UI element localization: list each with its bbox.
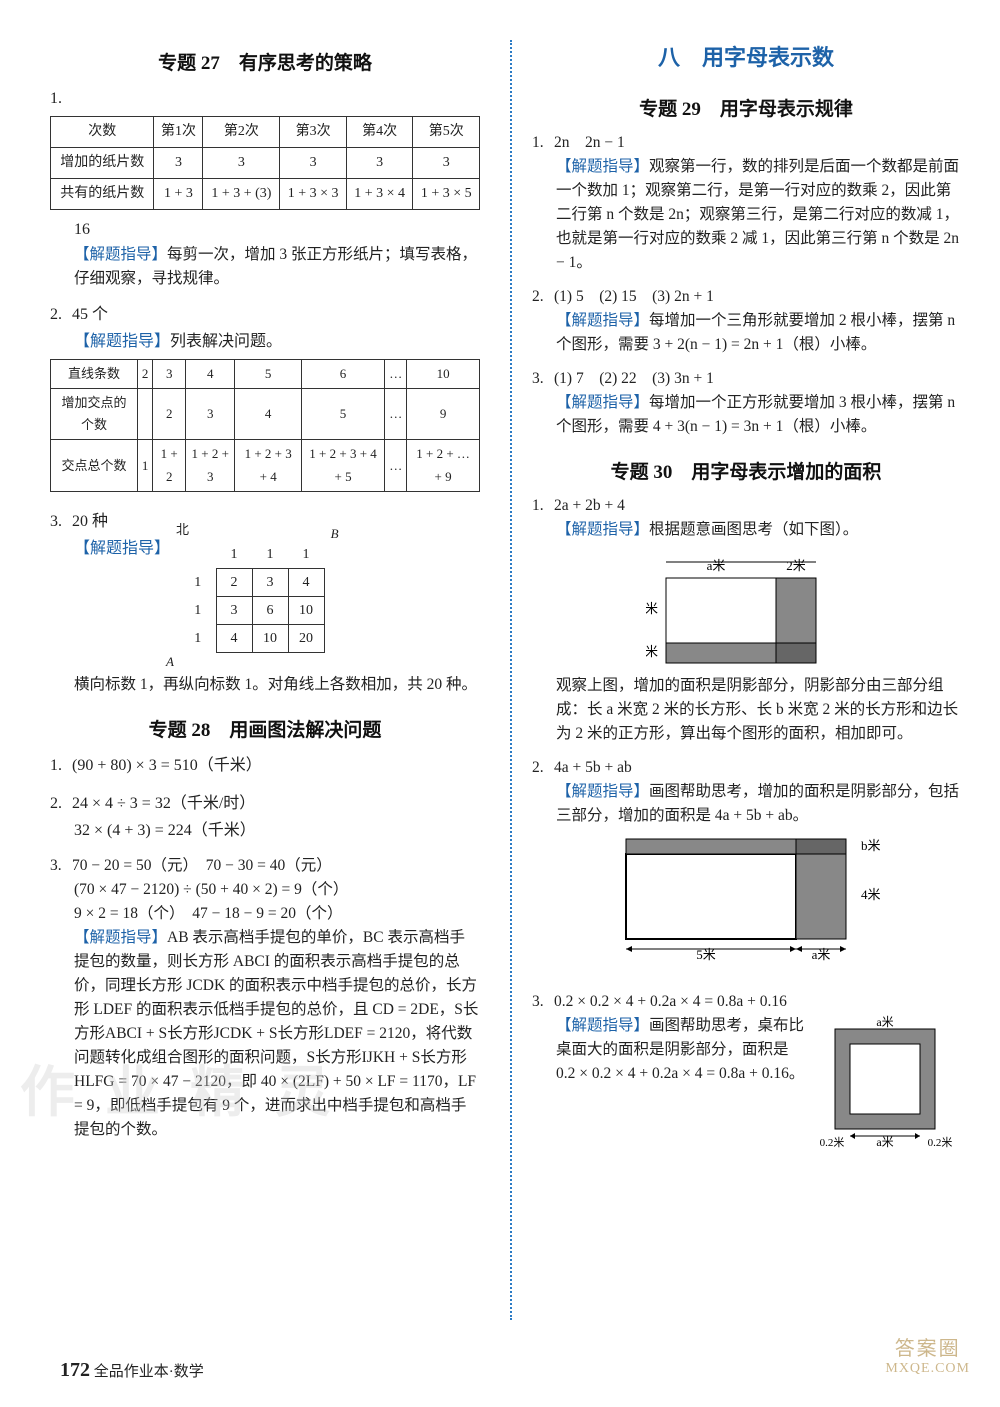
t27-q2: 2.45 个 【解题指导】列表解决问题。 直线条数 2 3 4 5 6 … 10…	[50, 301, 480, 498]
t28-q2: 2.24 × 4 ÷ 3 = 32（千米/时） 32 × (4 + 3) = 2…	[50, 790, 480, 844]
t28-q1: 1.(90 + 80) × 3 = 510（千米）	[50, 752, 480, 779]
t29-q1: 1.2n 2n − 1 【解题指导】观察第一行，数的排列是后面一个数都是前面一个…	[532, 131, 960, 275]
watermark-logo: 答案圈 MXQE.COM	[885, 1332, 970, 1377]
path-grid: 北 B A 111 1234 13610 141020	[180, 535, 325, 660]
t27-q1: 1. 次数 第1次 第2次 第3次 第4次 第5次 增加的纸片数 3 3 3 3…	[50, 85, 480, 291]
topic29-title: 专题 29 用字母表示规律	[532, 94, 960, 121]
book-title: 全品作业本·数学	[94, 1364, 204, 1380]
svg-text:b米: b米	[646, 601, 658, 616]
topic28-title: 专题 28 用画图法解决问题	[50, 715, 480, 742]
topic30-title: 专题 30 用字母表示增加的面积	[532, 457, 960, 484]
svg-text:a米: a米	[876, 1135, 893, 1149]
topic27-title: 专题 27 有序思考的策略	[50, 48, 480, 75]
svg-text:0.2米: 0.2米	[820, 1136, 844, 1149]
t29-q3: 3.(1) 7 (2) 22 (3) 3n + 1 【解题指导】每增加一个正方形…	[532, 367, 960, 439]
t29-q2: 2.(1) 5 (2) 15 (3) 2n + 1 【解题指导】每增加一个三角形…	[532, 285, 960, 357]
hint-label: 【解题指导】	[74, 246, 167, 263]
t30-q2-diagram: b米 4米 5米 a米	[606, 834, 886, 974]
svg-text:a米: a米	[707, 558, 726, 573]
svg-text:4米: 4米	[861, 887, 881, 902]
t27-q2-table: 直线条数 2 3 4 5 6 … 10 增加交点的个数 2 3 4 5 …	[50, 359, 480, 491]
svg-text:2米: 2米	[646, 644, 658, 659]
section-8-title: 八 用字母表示数	[532, 40, 960, 72]
page-footer: 172 全品作业本·数学	[60, 1359, 204, 1382]
t27-q1-extra: 16	[50, 216, 480, 243]
t30-q1: 1.2a + 2b + 4 【解题指导】根据题意画图思考（如下图）。 a米 2米…	[532, 494, 960, 746]
t27-q3: 3.20 种 【解题指导】 北 B A 111 1234 13610 14102…	[50, 508, 480, 698]
t30-q2: 2.4a + 5b + ab 【解题指导】画图帮助思考，增加的面积是阴影部分，包…	[532, 756, 960, 980]
svg-text:2米: 2米	[786, 558, 806, 573]
t27-q1-table: 次数 第1次 第2次 第3次 第4次 第5次 增加的纸片数 3 3 3 3 3 …	[50, 116, 480, 209]
svg-text:a米: a米	[876, 1015, 893, 1029]
svg-text:0.2米: 0.2米	[928, 1136, 953, 1149]
page-number: 172	[60, 1359, 90, 1381]
q-num: 1.	[50, 85, 72, 112]
t28-q3: 3.70 − 20 = 50（元） 70 − 30 = 40（元） (70 × …	[50, 854, 480, 1142]
t30-q3: 3.0.2 × 0.2 × 4 + 0.2a × 4 = 0.8a + 0.16…	[532, 990, 960, 1154]
t30-q1-diagram: a米 2米 b米 2米	[646, 548, 846, 668]
t30-q3-diagram: a米 a米 0.2米 0.2米	[820, 1014, 960, 1154]
svg-text:b米: b米	[861, 838, 881, 853]
